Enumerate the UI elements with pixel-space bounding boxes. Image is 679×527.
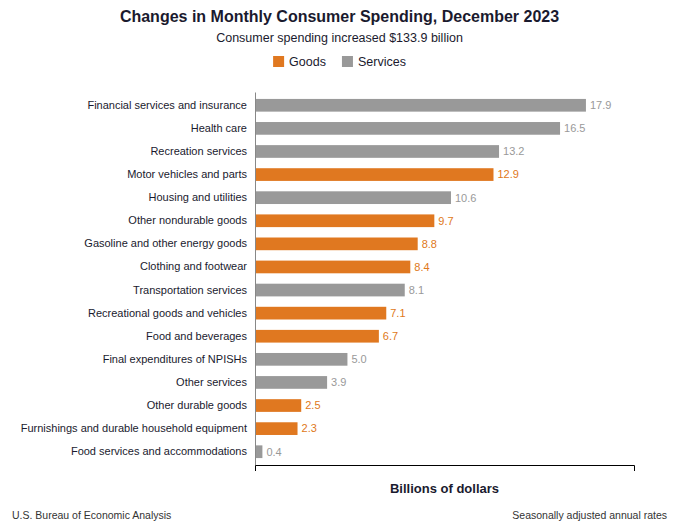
tick-label: Other services <box>176 376 247 388</box>
legend-item: Services <box>342 55 406 69</box>
data-label: 10.6 <box>455 192 476 204</box>
legend-label: Services <box>358 55 406 69</box>
bar <box>255 99 586 112</box>
tick: Final expenditures of NPISHs <box>103 353 248 365</box>
title: Changes in Monthly Consumer Spending, De… <box>120 8 559 25</box>
annotation: U.S. Bureau of Economic Analysis <box>12 509 171 521</box>
data-label: 3.9 <box>331 376 346 388</box>
tick-label: Clothing and footwear <box>140 260 247 272</box>
bars <box>255 99 586 458</box>
bar <box>255 307 386 320</box>
x-axis-title: Billions of dollars <box>390 481 499 496</box>
tick-label: Furnishings and durable household equipm… <box>21 422 247 434</box>
subtitle: Consumer spending increased $133.9 billi… <box>216 31 463 45</box>
data-label: 9.7 <box>438 215 453 227</box>
data-label: 16.5 <box>564 122 585 134</box>
tick-label: Food and beverages <box>146 330 247 342</box>
data-label: 0.4 <box>266 446 281 458</box>
chart: Changes in Monthly Consumer Spending, De… <box>0 0 679 527</box>
tick-label: Financial services and insurance <box>87 99 247 111</box>
tick-label: Motor vehicles and parts <box>127 168 247 180</box>
y-axis-line <box>255 93 256 466</box>
bar <box>255 145 499 158</box>
data-label: 12.9 <box>497 168 518 180</box>
data-label: 6.7 <box>383 330 398 342</box>
data-label: 7.1 <box>390 307 405 319</box>
legend-item: Goods <box>273 55 326 69</box>
legend: Goods Services <box>273 55 406 69</box>
tick: Motor vehicles and parts <box>127 168 247 180</box>
tick: Furnishings and durable household equipm… <box>21 422 247 434</box>
tick: Transportation services <box>133 284 247 296</box>
data-labels: 12.9 9.78.8 8.4 7.1 6.7 2.5 2.3 17.9 16.5 13.2 10.… <box>266 99 611 457</box>
tick: Health care <box>191 122 247 134</box>
tick: Other services <box>176 376 247 388</box>
tick: Other durable goods <box>147 399 248 411</box>
data-label: 2.5 <box>305 399 320 411</box>
bar <box>255 191 451 204</box>
plot: 12.9 9.78.8 8.4 7.1 6.7 2.5 2.3 17.9 16.5 13.2 10.… <box>21 93 635 472</box>
tick: Recreational goods and vehicles <box>88 307 247 319</box>
data-label: 2.3 <box>302 422 317 434</box>
legend-label: Goods <box>289 55 326 69</box>
bar <box>255 168 493 181</box>
tick-label: Recreational goods and vehicles <box>88 307 247 319</box>
bar <box>255 353 347 366</box>
tick: Recreation services <box>150 145 247 157</box>
tick-label: Other durable goods <box>147 399 248 411</box>
legend-swatch <box>342 56 353 67</box>
bar <box>255 376 327 389</box>
bar <box>255 214 434 227</box>
data-label: 8.8 <box>422 238 437 250</box>
tick-label: Food services and accommodations <box>71 445 248 457</box>
bar <box>255 122 560 135</box>
tick-label: Housing and utilities <box>149 191 248 203</box>
data-label: 13.2 <box>503 145 524 157</box>
bar <box>255 238 418 251</box>
tick: Clothing and footwear <box>140 260 247 272</box>
tick: Housing and utilities <box>149 191 248 203</box>
bar <box>255 399 301 412</box>
tick-label: Other nondurable goods <box>128 214 247 226</box>
tick-label: Transportation services <box>133 284 247 296</box>
data-label: 8.1 <box>409 284 424 296</box>
bar <box>255 284 405 297</box>
tick-label: Final expenditures of NPISHs <box>103 353 248 365</box>
tick: Food and beverages <box>146 330 247 342</box>
tick-label: Recreation services <box>150 145 247 157</box>
annotation: Seasonally adjusted annual rates <box>512 509 667 521</box>
x-axis <box>256 466 635 472</box>
y-axis: Financial services and insurance Health c… <box>21 93 256 466</box>
bar <box>255 422 298 435</box>
x-axis-line <box>256 466 635 472</box>
data-label: 5.0 <box>351 353 366 365</box>
data-label: 17.9 <box>590 99 611 111</box>
data-label: 8.4 <box>414 261 429 273</box>
bar <box>255 261 410 274</box>
bar <box>255 445 262 458</box>
tick: Gasoline and other energy goods <box>84 237 247 249</box>
tick: Other nondurable goods <box>128 214 247 226</box>
legend-swatch <box>273 56 284 67</box>
tick: Financial services and insurance <box>87 99 247 111</box>
tick-label: Health care <box>191 122 247 134</box>
tick: Food services and accommodations <box>71 445 248 457</box>
tick-label: Gasoline and other energy goods <box>84 237 247 249</box>
bar <box>255 330 379 343</box>
